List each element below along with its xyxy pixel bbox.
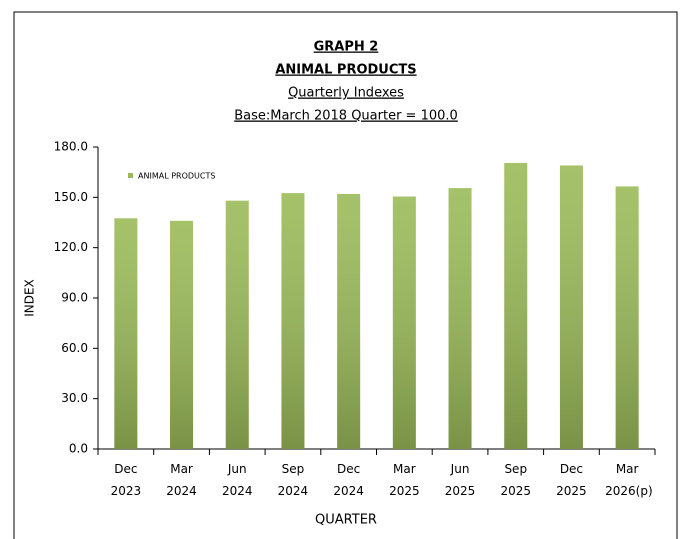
y-tick-label: 0.0 (69, 442, 88, 456)
bar-shade (559, 165, 583, 449)
legend-label: ANIMAL PRODUCTS (138, 172, 215, 181)
bar-shade (615, 186, 639, 449)
bar-shade (392, 196, 416, 449)
y-tick-label: 150.0 (54, 190, 88, 204)
bar-shade (337, 193, 361, 449)
chart-subtitle: Quarterly Indexes (288, 86, 404, 101)
x-tick-label: Dec 2025 (556, 462, 587, 498)
y-tick-label: 90.0 (61, 291, 88, 305)
x-tick-label: Mar 2025 (389, 462, 420, 498)
x-tick-label: Dec 2023 (110, 462, 142, 498)
bar-shade (281, 193, 305, 449)
y-tick-label: 30.0 (61, 391, 88, 405)
x-tick-label: Sep 2024 (277, 462, 309, 498)
x-axis-label: QUARTER (315, 513, 377, 528)
y-axis-label: INDEX (23, 279, 37, 317)
y-tick-label: 120.0 (54, 240, 88, 254)
x-tick-label: Jun 2025 (444, 462, 476, 498)
chart-subtitle: ANIMAL PRODUCTS (275, 63, 416, 78)
x-tick-label: Mar 2026(p) (605, 462, 653, 498)
x-tick-label: Jun 2024 (221, 462, 253, 498)
bar-shade (225, 200, 249, 449)
bar-shade (114, 218, 138, 449)
legend-swatch (128, 173, 133, 178)
chart-subtitle: Base:March 2018 Quarter = 100.0 (234, 109, 458, 124)
y-tick-label: 60.0 (61, 341, 88, 355)
bar-shade (504, 162, 528, 449)
bar-shade (448, 188, 472, 449)
bar-shade (170, 220, 194, 449)
y-tick-label: 180.0 (54, 140, 88, 154)
chart-title: GRAPH 2 (314, 40, 379, 55)
x-tick-label: Dec 2024 (333, 462, 364, 498)
x-tick-label: Mar 2024 (166, 462, 197, 498)
x-tick-label: Sep 2025 (500, 462, 532, 498)
